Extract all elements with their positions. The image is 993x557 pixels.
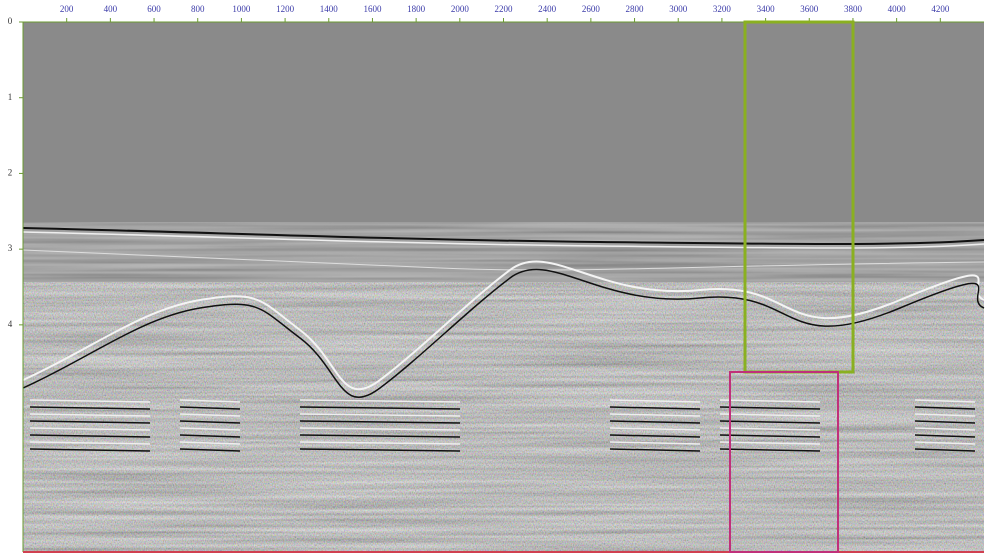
x-tick-label: 3600 <box>800 4 819 14</box>
reflector <box>29 448 151 452</box>
reflector <box>719 406 821 410</box>
reflector <box>299 399 461 403</box>
reflector <box>179 413 241 417</box>
x-tick-label: 2200 <box>495 4 514 14</box>
reflector <box>29 441 151 445</box>
reflector <box>29 434 151 438</box>
x-tick-label: 400 <box>104 4 118 14</box>
x-tick-label: 200 <box>60 4 74 14</box>
x-tick-label: 3200 <box>713 4 732 14</box>
reflector <box>609 434 701 438</box>
reflector <box>29 406 151 410</box>
reflector <box>609 427 701 431</box>
reflector <box>179 399 241 403</box>
reflector <box>719 448 821 452</box>
reflector <box>609 420 701 424</box>
reflector <box>22 227 985 245</box>
x-tick-label: 2800 <box>626 4 645 14</box>
highlight-box <box>729 371 839 553</box>
x-tick-label: 2000 <box>451 4 470 14</box>
x-tick-label: 1200 <box>276 4 295 14</box>
reflector <box>914 434 976 438</box>
x-tick-label: 2600 <box>582 4 601 14</box>
reflector <box>299 441 461 445</box>
y-tick-label: 3 <box>8 243 13 253</box>
reflector <box>179 441 241 445</box>
reflector <box>914 441 976 445</box>
x-tick-label: 1800 <box>407 4 426 14</box>
reflector <box>609 413 701 417</box>
reflector <box>179 406 241 410</box>
reflector <box>179 427 241 431</box>
layer-zone <box>23 222 984 552</box>
x-tick-label: 800 <box>191 4 205 14</box>
reflector <box>719 441 821 445</box>
reflector <box>22 231 985 249</box>
reflector <box>179 448 241 452</box>
reflector <box>29 420 151 424</box>
reflector <box>609 399 701 403</box>
highlight-boxes <box>729 20 855 553</box>
reflector <box>609 406 701 410</box>
reflector <box>29 413 151 417</box>
seismic-section <box>22 22 985 552</box>
reflector <box>719 399 821 403</box>
x-tick-label: 3800 <box>844 4 863 14</box>
reflector <box>299 420 461 424</box>
x-tick-label: 3400 <box>757 4 776 14</box>
x-tick-label: 600 <box>147 4 161 14</box>
reflector <box>914 399 976 403</box>
reflector <box>719 427 821 431</box>
y-tick-label: 4 <box>8 319 13 329</box>
x-tick-label: 1600 <box>363 4 382 14</box>
reflector <box>299 434 461 438</box>
reflector <box>914 406 976 410</box>
reflector <box>914 420 976 424</box>
y-tick-label: 2 <box>8 167 13 177</box>
x-tick-label: 4200 <box>931 4 950 14</box>
reflector <box>299 406 461 410</box>
reflector <box>914 427 976 431</box>
reflector <box>179 434 241 438</box>
reflector <box>719 434 821 438</box>
reflector <box>609 448 701 452</box>
reflector <box>719 413 821 417</box>
reflector <box>914 448 976 452</box>
reflector <box>22 249 985 271</box>
x-tick-label: 1400 <box>320 4 339 14</box>
reflector <box>29 427 151 431</box>
reflector <box>299 413 461 417</box>
reflector <box>299 427 461 431</box>
reflector <box>914 413 976 417</box>
x-tick-label: 2400 <box>538 4 557 14</box>
y-tick-label: 1 <box>8 92 13 102</box>
reflector <box>29 399 151 403</box>
reflector <box>719 420 821 424</box>
reflector <box>22 260 985 391</box>
y-tick-label: 0 <box>8 16 13 26</box>
reflector <box>179 420 241 424</box>
x-tick-label: 3000 <box>669 4 688 14</box>
x-tick-label: 1000 <box>232 4 251 14</box>
x-tick-label: 4000 <box>888 4 907 14</box>
reflector <box>299 448 461 452</box>
reflector <box>22 268 985 398</box>
reflector <box>609 441 701 445</box>
